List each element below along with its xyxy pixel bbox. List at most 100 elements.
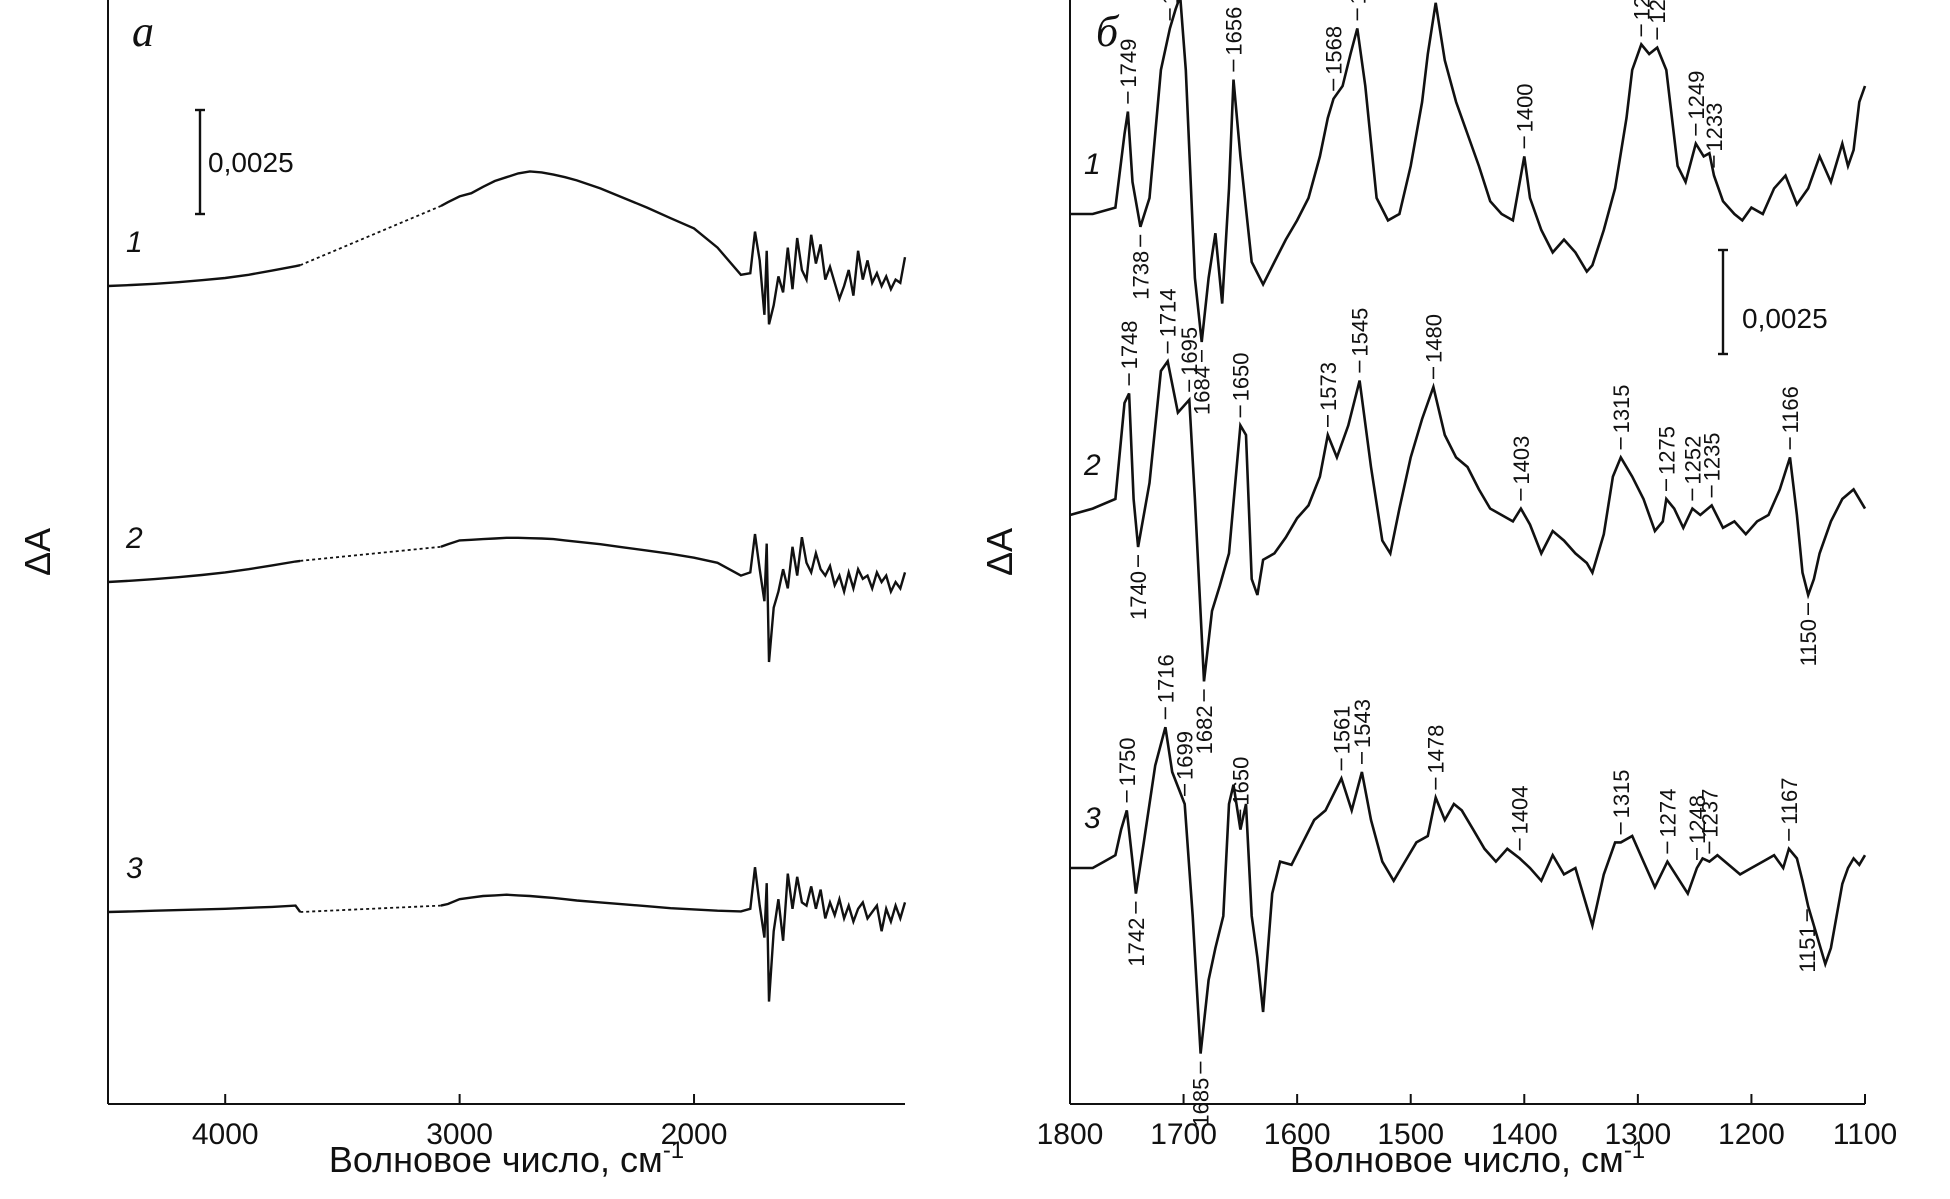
peak-label: 1315 — [1609, 769, 1634, 818]
series-line — [440, 867, 907, 1002]
peak-label: 1233 — [1702, 103, 1727, 152]
peak-annotation: 1712 — [1158, 0, 1183, 21]
x-axis-title: Волновое число, см-1 — [1290, 1137, 1645, 1180]
peak-label: 1543 — [1350, 699, 1375, 748]
peak-annotation: 1748 — [1117, 320, 1142, 386]
peak-annotation: 1561 — [1329, 705, 1354, 771]
trace-label-3: 3 — [126, 852, 143, 885]
peak-annotation: 1297 — [1629, 0, 1654, 37]
peak-annotation: 1682 — [1192, 689, 1217, 754]
x-axis-title-unit-exponent: -1 — [1624, 1137, 1645, 1164]
scale-bar-label: 0,0025 — [1742, 303, 1828, 334]
series-line — [107, 904, 302, 914]
peak-label: 1749 — [1116, 39, 1141, 88]
x-axis-title-text: Волновое число, см — [329, 1139, 663, 1180]
peak-annotation: 1573 — [1316, 362, 1341, 427]
series-line — [107, 264, 301, 288]
peak-label: 1682 — [1192, 705, 1217, 754]
peak-annotation: 1742 — [1124, 901, 1149, 967]
peak-annotation: 1233 — [1702, 103, 1727, 168]
peak-label: 1547 — [1345, 0, 1370, 4]
peak-annotation: 1684 — [1190, 350, 1215, 415]
peak-label: 1274 — [1655, 789, 1680, 838]
peak-annotation: 1248 — [1685, 795, 1710, 860]
x-tick-label: 3000 — [426, 1118, 493, 1151]
peak-label: 1403 — [1509, 436, 1534, 485]
peak-label: 1315 — [1609, 384, 1634, 433]
gap-dotted-line — [300, 545, 441, 562]
peak-annotation: 1150 — [1796, 603, 1821, 666]
peak-annotation: 1547 — [1345, 0, 1370, 21]
scale-bar: 0,0025 — [1718, 248, 1828, 356]
peak-annotation: 1650 — [1228, 757, 1253, 822]
panel-b: 1800 1700 1600 1500 1400 1300 1200 1100 Волновое… — [979, 0, 1897, 1180]
peak-label: 1478 — [1424, 725, 1449, 774]
peak-annotation: 1275 — [1654, 426, 1679, 491]
peak-label: 1297 — [1629, 0, 1654, 20]
x-tick-label: 4000 — [192, 1118, 259, 1151]
x-tick-label: 1600 — [1264, 1118, 1331, 1151]
peak-annotation: 1543 — [1350, 699, 1375, 764]
peak-annotation: 1650 — [1228, 352, 1253, 418]
trace-label-1: 1 — [1084, 148, 1101, 181]
peak-annotation: 1740 — [1126, 555, 1151, 620]
peak-label: 1656 — [1222, 7, 1247, 56]
series-1 — [107, 170, 907, 325]
gap-dotted-line — [300, 904, 441, 913]
y-axis-title: ΔA — [17, 528, 58, 576]
trace-label-2: 2 — [1083, 449, 1101, 482]
trace-label-3: 3 — [1084, 802, 1101, 835]
series-2 — [107, 533, 907, 663]
peak-label: 1400 — [1512, 83, 1537, 132]
series-line — [1069, 358, 1867, 682]
peak-label: 1480 — [1421, 314, 1446, 363]
panel-letter: а — [132, 7, 154, 56]
peak-label: 1150 — [1796, 619, 1821, 666]
peak-annotation: 1249 — [1684, 71, 1709, 136]
peak-label: 1650 — [1228, 352, 1253, 401]
x-axis-title-text: Волновое число, см — [1290, 1139, 1624, 1180]
peak-annotation: 1695 — [1177, 327, 1202, 392]
x-axis-title-unit-exponent: -1 — [663, 1137, 684, 1164]
peak-label: 1235 — [1700, 432, 1725, 481]
peak-label: 1740 — [1126, 571, 1151, 620]
peak-annotation: 1750 — [1115, 737, 1140, 803]
peak-label: 1283 — [1645, 0, 1670, 24]
peak-annotation: 1699 — [1173, 731, 1198, 796]
peak-label: 1684 — [1190, 366, 1215, 415]
peak-annotation: 1167 — [1777, 777, 1802, 841]
series-2 — [1069, 358, 1867, 682]
x-tick-label: 1200 — [1718, 1118, 1785, 1151]
x-tick-label: 2000 — [661, 1118, 728, 1151]
peak-label: 1714 — [1156, 288, 1181, 337]
peak-label: 1573 — [1316, 362, 1341, 411]
scale-bar: 0,0025 — [195, 108, 294, 216]
peak-label: 1699 — [1173, 731, 1198, 780]
x-tick-label: 1300 — [1604, 1118, 1671, 1151]
peak-annotation: 1545 — [1348, 308, 1373, 373]
series-1 — [1070, 0, 1867, 343]
peak-label: 1748 — [1117, 320, 1142, 369]
series-line — [1070, 0, 1867, 343]
peak-label: 1568 — [1321, 26, 1346, 75]
peak-annotation: 1716 — [1153, 654, 1178, 720]
trace-label-2: 2 — [125, 522, 143, 555]
series-line — [1070, 726, 1867, 1054]
peak-annotation: 1738 — [1128, 234, 1153, 300]
peak-label: 1252 — [1680, 436, 1705, 485]
peak-annotation: 1252 — [1680, 436, 1705, 501]
peak-label: 1151 — [1795, 925, 1820, 972]
peak-label: 1248 — [1685, 795, 1710, 844]
peak-annotation: 1315 — [1609, 384, 1634, 450]
peak-annotation: 1568 — [1321, 26, 1346, 91]
peak-annotation: 1400 — [1512, 83, 1537, 149]
peak-label: 1716 — [1153, 654, 1178, 703]
scale-bar-label: 0,0025 — [208, 147, 294, 178]
peak-label: 1561 — [1329, 705, 1354, 754]
peak-label: 1685 — [1189, 1078, 1214, 1127]
peak-label: 1712 — [1158, 0, 1183, 4]
series-line — [440, 533, 907, 663]
panel-letter: б — [1096, 7, 1120, 56]
peak-annotation: 1656 — [1222, 7, 1247, 72]
